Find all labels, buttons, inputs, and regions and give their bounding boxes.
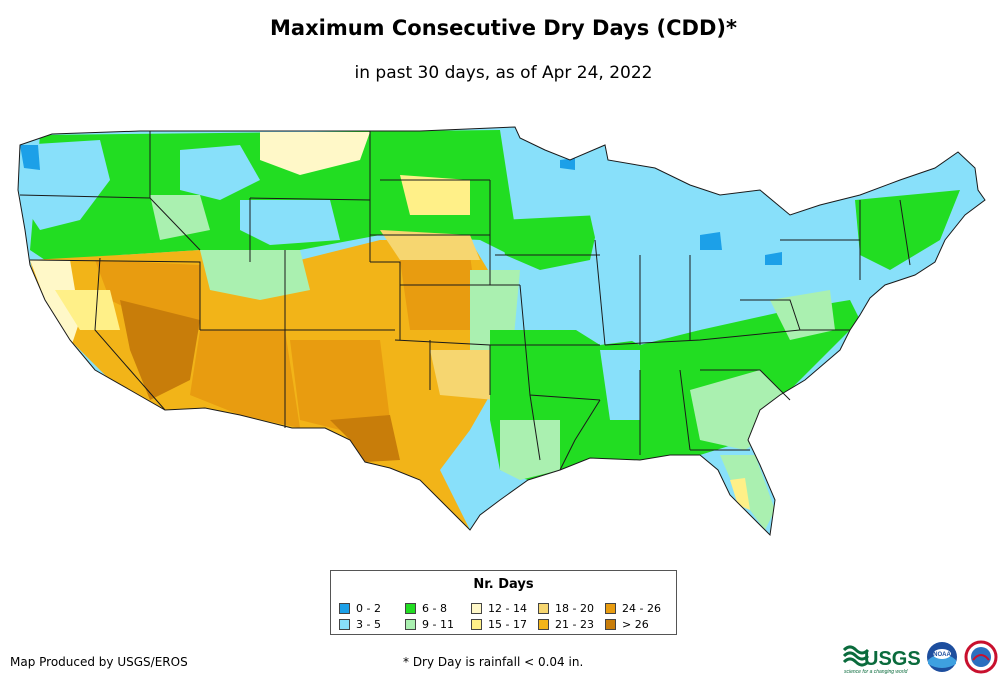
legend-label: 3 - 5 (356, 618, 381, 631)
dry-day-note: * Dry Day is rainfall < 0.04 in. (403, 655, 584, 669)
legend-label: 15 - 17 (488, 618, 527, 631)
legend-label: 21 - 23 (555, 618, 594, 631)
legend-item-0-2: 0 - 2 (339, 602, 381, 615)
legend-label: 24 - 26 (622, 602, 661, 615)
legend-item-over-26: > 26 (605, 618, 649, 631)
svg-text:NOAA: NOAA (933, 652, 951, 658)
legend-item-3-5: 3 - 5 (339, 618, 381, 631)
svg-text:USGS: USGS (864, 648, 921, 670)
noaa-logo-icon: NOAA (927, 642, 957, 672)
legend-label: 9 - 11 (422, 618, 454, 631)
nws-logo-icon (964, 640, 998, 674)
svg-text:science for a changing world: science for a changing world (844, 669, 908, 675)
agency-logos: USGS science for a changing world NOAA (842, 640, 998, 675)
producer-credit: Map Produced by USGS/EROS (10, 655, 188, 669)
legend-swatch (339, 603, 350, 614)
legend-swatch (405, 603, 416, 614)
usgs-logo-icon: USGS science for a changing world (842, 645, 921, 675)
legend-item-24-26: 24 - 26 (605, 602, 661, 615)
legend-item-12-14: 12 - 14 (471, 602, 527, 615)
legend-swatch (339, 619, 350, 630)
legend-item-21-23: 21 - 23 (538, 618, 594, 631)
legend-swatch (471, 619, 482, 630)
legend-label: 0 - 2 (356, 602, 381, 615)
legend-swatch (405, 619, 416, 630)
legend-swatch (471, 603, 482, 614)
legend-item-18-20: 18 - 20 (538, 602, 594, 615)
legend-label: 6 - 8 (422, 602, 447, 615)
legend-swatch (605, 603, 616, 614)
legend-swatch (538, 619, 549, 630)
legend-swatch (605, 619, 616, 630)
map-title: Maximum Consecutive Dry Days (CDD)* (270, 16, 737, 40)
legend-title: Nr. Days (473, 577, 534, 592)
legend-item-15-17: 15 - 17 (471, 618, 527, 631)
legend-item-6-8: 6 - 8 (405, 602, 447, 615)
map-subtitle: in past 30 days, as of Apr 24, 2022 (354, 63, 653, 83)
legend-swatch (538, 603, 549, 614)
legend-label: > 26 (622, 618, 649, 631)
legend-label: 18 - 20 (555, 602, 594, 615)
legend-label: 12 - 14 (488, 602, 527, 615)
legend: Nr. Days 0 - 2 3 - 5 6 - 8 9 - 11 12 - 1… (330, 570, 677, 635)
legend-item-9-11: 9 - 11 (405, 618, 454, 631)
